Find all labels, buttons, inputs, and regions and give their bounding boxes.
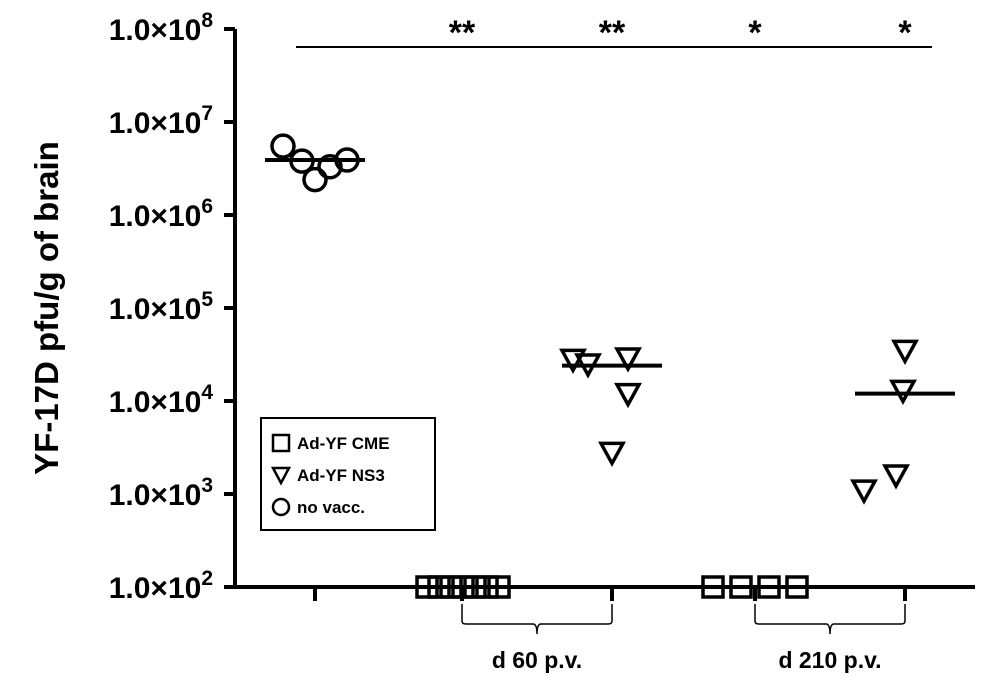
y-tick-mantissa: 1.0×10 [109,572,202,605]
y-tick-mantissa: 1.0×10 [109,386,202,419]
significance-stars: * [748,14,762,52]
y-tick-exponent: 8 [201,9,213,32]
data-point-square [487,575,511,599]
y-tick-label: 1.0×106 [109,195,213,233]
significance-stars: * [898,14,912,52]
data-point-triangle [598,441,626,468]
y-tick-exponent: 2 [201,567,213,590]
data-point-triangle [891,339,919,366]
series-group [701,575,809,599]
data-point-circle [317,154,343,180]
data-point-square [701,575,725,599]
data-point-square [451,575,475,599]
legend-triangle-icon [270,466,292,486]
data-point-triangle [614,382,642,409]
y-tick-label: 1.0×102 [109,567,213,605]
data-point-square [439,575,463,599]
y-tick-mantissa: 1.0×10 [109,200,202,233]
series-group [559,347,662,468]
data-point-square [463,575,487,599]
group-bracket [461,604,613,635]
data-point-square [415,575,439,599]
data-point-circle [302,166,328,193]
significance-stars: ** [449,14,476,52]
y-tick-exponent: 3 [201,474,213,497]
legend-label: Ad-YF NS3 [297,466,385,485]
legend: Ad-YF CME Ad-YF NS3 no vacc. [260,417,436,531]
data-point-triangle [889,379,917,406]
y-tick-exponent: 4 [201,381,213,404]
y-tick-mantissa: 1.0×10 [109,107,202,140]
y-tick-label: 1.0×108 [109,9,214,47]
series-group [265,133,365,193]
y-tick-mantissa: 1.0×10 [109,293,202,326]
group-label: d 60 p.v. [492,647,582,673]
y-tick-exponent: 5 [201,288,213,311]
data-point-square [427,575,451,599]
y-axis-label: YF-17D pfu/g of brain [28,141,65,475]
data-point-square [475,575,499,599]
y-tick-label: 1.0×104 [109,381,214,419]
y-tick-exponent: 6 [201,195,213,218]
significance-stars: ** [599,14,626,52]
y-tick-mantissa: 1.0×10 [109,14,202,47]
data-point-square [785,575,809,599]
data-point-square [729,575,753,599]
legend-circle-icon [271,497,291,517]
legend-square-icon [271,433,291,453]
group-label: d 210 p.v. [778,647,881,673]
y-tick-label: 1.0×107 [109,102,213,140]
series-group [850,339,955,505]
data-point-triangle [882,464,910,490]
legend-label: Ad-YF CME [297,434,390,453]
y-tick-label: 1.0×105 [109,288,214,326]
data-point-circle [270,133,296,159]
data-point-square [757,575,781,599]
legend-label: no vacc. [297,498,365,517]
data-point-triangle [850,479,878,505]
series-group [415,575,511,599]
y-tick-label: 1.0×103 [109,474,213,512]
data-point-triangle [614,347,642,373]
group-bracket [754,604,906,635]
y-tick-mantissa: 1.0×10 [109,479,202,512]
y-tick-exponent: 7 [201,102,213,125]
